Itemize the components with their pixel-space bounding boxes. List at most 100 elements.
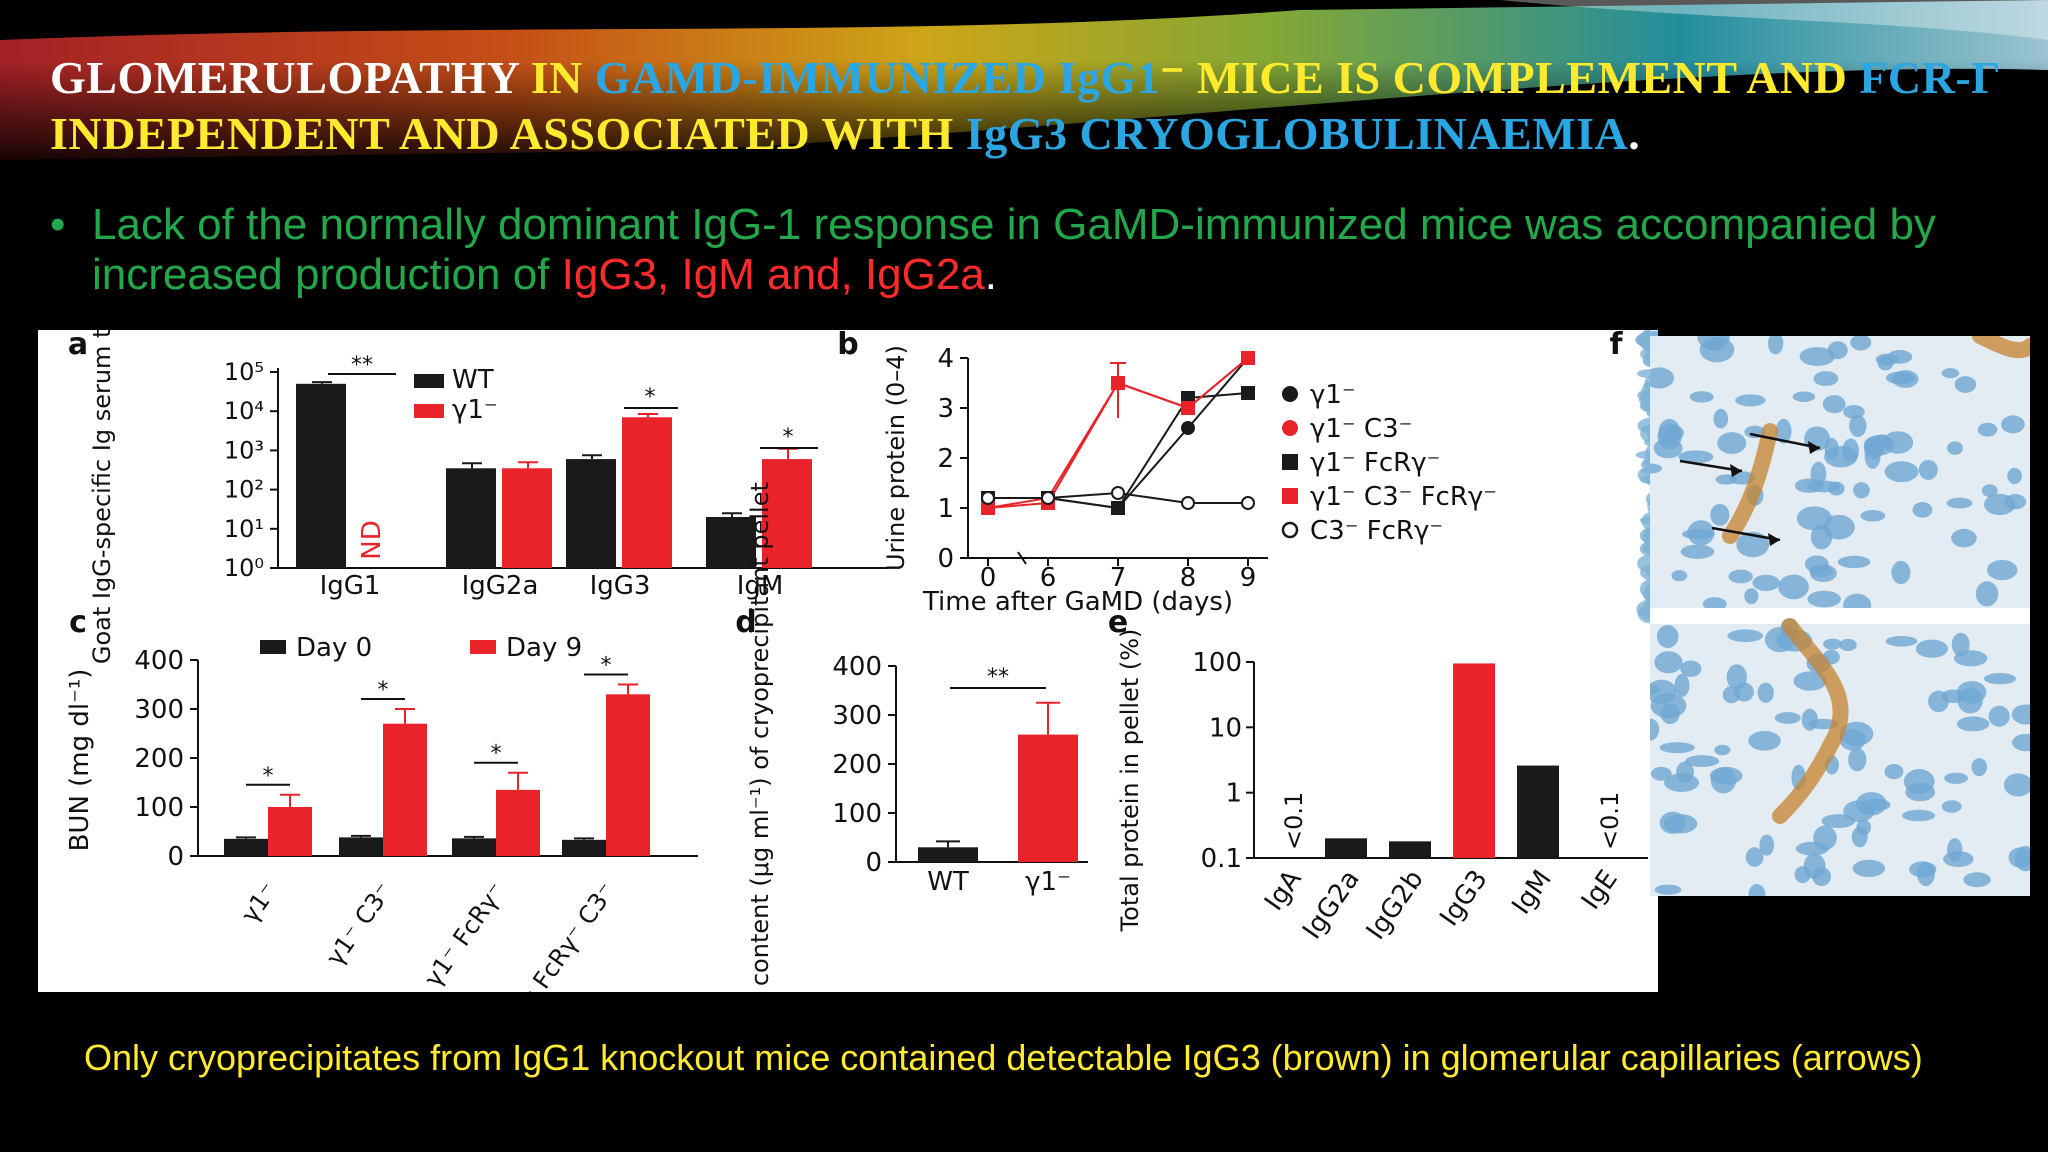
e-x-tick-label: IgG2b xyxy=(1361,865,1430,946)
nucleus xyxy=(1744,588,1759,605)
b-legend-label: γ1⁻ xyxy=(1310,380,1356,410)
nucleus xyxy=(1884,461,1919,483)
a-bar xyxy=(762,459,812,568)
nucleus xyxy=(1745,847,1764,867)
e-y-label: Total protein in pellet (%) xyxy=(1116,629,1144,933)
b-legend-marker xyxy=(1282,454,1298,470)
brown-deposit xyxy=(1972,336,2030,359)
nucleus xyxy=(1736,531,1770,558)
d-sig-mark: ** xyxy=(987,665,1009,690)
nucleus xyxy=(2001,415,2025,434)
nucleus xyxy=(2003,773,2030,797)
b-marker xyxy=(1181,421,1195,435)
b-y-tick-label: 2 xyxy=(937,444,954,474)
nucleus xyxy=(1873,434,1890,447)
nucleus xyxy=(1659,811,1686,834)
nucleus xyxy=(1687,520,1715,546)
nucleus xyxy=(1774,712,1801,724)
brown-deposit xyxy=(1772,618,1849,824)
b-y-tick-label: 4 xyxy=(937,344,954,374)
e-x-tick-label: IgE xyxy=(1576,865,1624,915)
nucleus xyxy=(1891,560,1911,585)
c-bar xyxy=(496,789,540,856)
nucleus xyxy=(1813,825,1837,851)
b-x-tick-label: 7 xyxy=(1110,563,1127,593)
d-x-tick-label: WT xyxy=(927,867,969,897)
title-part: . xyxy=(1628,108,1641,159)
nucleus xyxy=(1809,565,1833,577)
c-y-tick-label: 0 xyxy=(167,842,184,872)
d-y-tick-label: 300 xyxy=(832,701,882,731)
e-bar xyxy=(1453,663,1495,858)
e-y-tick-label: 100 xyxy=(1192,648,1242,678)
e-y-tick-label: 1 xyxy=(1225,779,1242,809)
title-part: IgG1 xyxy=(1058,52,1161,103)
nucleus xyxy=(1837,555,1871,569)
c-legend-swatch xyxy=(470,640,496,654)
e-x-tick-label: IgM xyxy=(1506,865,1557,920)
nucleus xyxy=(2008,847,2030,868)
d-y-label: Protein content (μg ml⁻¹) of cryoprecipi… xyxy=(746,482,774,992)
nucleus xyxy=(1748,731,1781,751)
a-sig-mark: * xyxy=(783,425,794,450)
nucleus xyxy=(1947,838,1963,862)
c-bar xyxy=(383,723,427,856)
b-marker xyxy=(1181,496,1195,510)
a-bar xyxy=(566,459,616,568)
micrograph-divider xyxy=(1650,608,2030,624)
nucleus xyxy=(1651,766,1672,781)
e-x-tick-label: IgA xyxy=(1259,865,1308,917)
bullet-part: . xyxy=(984,250,998,299)
nucleus xyxy=(1713,408,1729,429)
d-y-tick-label: 400 xyxy=(832,652,882,682)
c-sig-mark: * xyxy=(378,678,389,703)
nucleus xyxy=(1951,528,1977,548)
nucleus xyxy=(1941,800,1962,813)
a-y-tick-label: 10¹ xyxy=(224,515,264,543)
b-x-tick-label: 8 xyxy=(1180,563,1197,593)
nucleus xyxy=(1951,632,1970,657)
nucleus xyxy=(1680,544,1715,559)
c-y-tick-label: 300 xyxy=(134,695,184,725)
nucleus xyxy=(1954,376,1977,393)
nucleus xyxy=(1748,883,1766,896)
nucleus xyxy=(1884,763,1904,780)
nucleus xyxy=(1822,395,1846,414)
b-legend-label: γ1⁻ C3⁻ xyxy=(1310,414,1412,444)
nucleus xyxy=(1917,861,1935,887)
b-marker xyxy=(981,501,995,515)
d-x-tick-label: γ1⁻ xyxy=(1025,867,1071,897)
panel-letter-e: e xyxy=(1108,605,1128,640)
nucleus xyxy=(1902,809,1936,822)
title-part: IN xyxy=(530,52,595,103)
panel-letter-d: d xyxy=(735,605,756,640)
bullet-marker: • xyxy=(50,200,66,249)
c-legend-swatch xyxy=(260,640,286,654)
nucleus xyxy=(1650,718,1660,741)
panel-letter-f: f xyxy=(1609,330,1623,362)
d-bar xyxy=(918,847,978,862)
nucleus xyxy=(1848,747,1867,772)
b-legend-label: γ1⁻ C3⁻ FcRγ⁻ xyxy=(1310,482,1497,512)
nucleus xyxy=(1877,355,1894,371)
nucleus xyxy=(1685,755,1720,767)
nucleus xyxy=(1793,671,1827,691)
nucleus xyxy=(1759,834,1775,856)
panel-letter-b: b xyxy=(837,330,858,362)
nucleus xyxy=(1801,708,1818,731)
nucleus xyxy=(1678,450,1714,464)
nucleus xyxy=(1918,459,1938,480)
nucleus xyxy=(1953,650,1988,667)
nucleus xyxy=(1903,769,1935,795)
panel-letter-a: a xyxy=(68,330,88,362)
glomerulus-micrograph-icon xyxy=(1650,336,2030,896)
e-y-tick-label: 0.1 xyxy=(1201,844,1242,874)
nucleus xyxy=(1957,687,1983,714)
nucleus xyxy=(1709,766,1743,785)
nucleus xyxy=(1853,482,1870,499)
nucleus xyxy=(1885,371,1915,385)
nucleus xyxy=(1714,744,1731,756)
b-y-tick-label: 0 xyxy=(937,544,954,574)
nucleus xyxy=(1660,703,1680,725)
title-part: ⁻ MICE IS COMPLEMENT AND xyxy=(1160,52,1860,103)
